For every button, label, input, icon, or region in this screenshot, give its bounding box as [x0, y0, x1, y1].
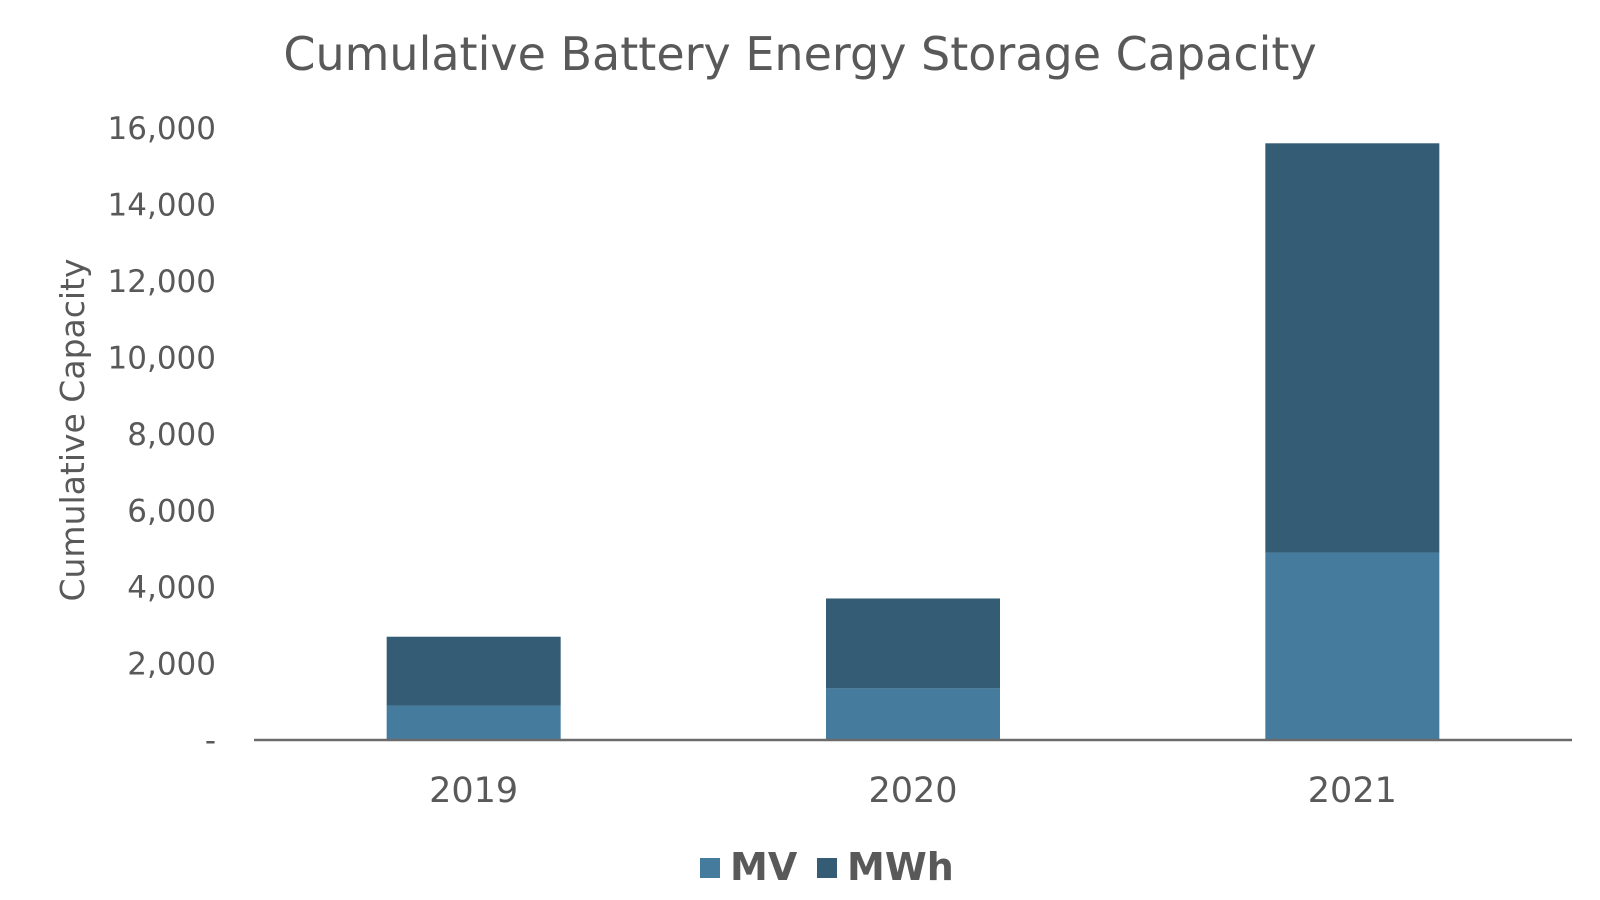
x-axis-labels: 2019 2020 2021 [429, 771, 1397, 811]
y-axis-ticks: - 2,000 4,000 6,000 8,000 10,000 12,000 14,000 1… [108, 111, 216, 759]
bar-mv-2019 [386, 705, 561, 740]
bar-mwh-2019 [386, 636, 561, 706]
legend-label-mwh: MWh [847, 845, 954, 889]
bar-mwh-2021 [1265, 143, 1440, 553]
bars-group [386, 143, 1440, 740]
bar-mwh-2020 [826, 598, 1000, 689]
x-tick-label: 2020 [868, 771, 957, 811]
legend: MV MWh [700, 845, 954, 889]
y-tick-label: 6,000 [127, 494, 216, 530]
x-tick-label: 2021 [1308, 771, 1397, 811]
legend-swatch-mv [700, 858, 720, 878]
legend-swatch-mwh [817, 858, 837, 878]
y-tick-label: 12,000 [108, 264, 216, 300]
bar-mv-2021 [1265, 552, 1440, 740]
y-tick-label: 14,000 [108, 188, 216, 224]
y-tick-label: 10,000 [108, 341, 216, 377]
y-tick-label: 4,000 [127, 570, 216, 606]
y-tick-label: - [205, 723, 216, 759]
x-tick-label: 2019 [429, 771, 518, 811]
chart-title: Cumulative Battery Energy Storage Capaci… [283, 27, 1316, 81]
y-tick-label: 16,000 [108, 111, 216, 147]
y-axis-title: Cumulative Capacity [53, 258, 92, 601]
legend-label-mv: MV [730, 845, 798, 889]
y-tick-label: 8,000 [127, 417, 216, 453]
bar-mv-2020 [826, 688, 1000, 740]
y-tick-label: 2,000 [127, 647, 216, 683]
